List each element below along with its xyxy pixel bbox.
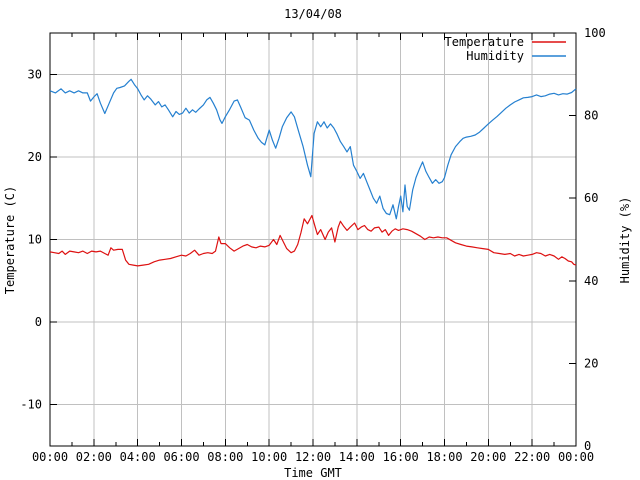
legend: Temperature Humidity bbox=[445, 35, 566, 63]
x-tick-label: 10:00 bbox=[251, 450, 287, 464]
x-tick-label: 00:00 bbox=[558, 450, 594, 464]
humidity-line bbox=[49, 78, 577, 220]
left-y-tick-label: 0 bbox=[35, 315, 42, 329]
chart-title: 13/04/08 bbox=[284, 7, 342, 21]
left-y-axis-label: Temperature (C) bbox=[3, 186, 17, 294]
x-tick-label: 02:00 bbox=[76, 450, 112, 464]
plot-border bbox=[49, 32, 577, 447]
right-y-tick-label: 100 bbox=[584, 26, 606, 40]
x-axis-label: Time GMT bbox=[284, 466, 342, 480]
x-tick-label: 08:00 bbox=[207, 450, 243, 464]
x-tick-label: 22:00 bbox=[514, 450, 550, 464]
legend-label-temperature: Temperature bbox=[445, 35, 524, 49]
x-tick-label: 04:00 bbox=[120, 450, 156, 464]
legend-label-humidity: Humidity bbox=[466, 49, 524, 63]
right-y-tick-label: 0 bbox=[584, 439, 591, 453]
x-tick-label: 16:00 bbox=[383, 450, 419, 464]
temperature-line bbox=[49, 214, 577, 267]
right-y-tick-label: 20 bbox=[584, 356, 598, 370]
x-tick-label: 12:00 bbox=[295, 450, 331, 464]
right-y-tick-label: 80 bbox=[584, 109, 598, 123]
data-series bbox=[49, 78, 577, 267]
x-tick-label: 14:00 bbox=[339, 450, 375, 464]
x-tick-label: 00:00 bbox=[32, 450, 68, 464]
right-y-tick-label: 40 bbox=[584, 274, 598, 288]
x-tick-label: 06:00 bbox=[163, 450, 199, 464]
tick-labels: 00:00 02:00 04:00 06:00 08:00 10:00 12:00 14:00… bbox=[20, 26, 605, 464]
grid-lines bbox=[50, 33, 576, 446]
left-y-tick-label: -10 bbox=[20, 398, 42, 412]
right-y-axis-label: Humidity (%) bbox=[618, 197, 632, 284]
left-y-tick-label: 30 bbox=[28, 67, 42, 81]
left-y-tick-label: 20 bbox=[28, 150, 42, 164]
right-y-tick-label: 60 bbox=[584, 191, 598, 205]
x-tick-label: 18:00 bbox=[426, 450, 462, 464]
x-tick-label: 20:00 bbox=[470, 450, 506, 464]
left-y-tick-label: 10 bbox=[28, 233, 42, 247]
